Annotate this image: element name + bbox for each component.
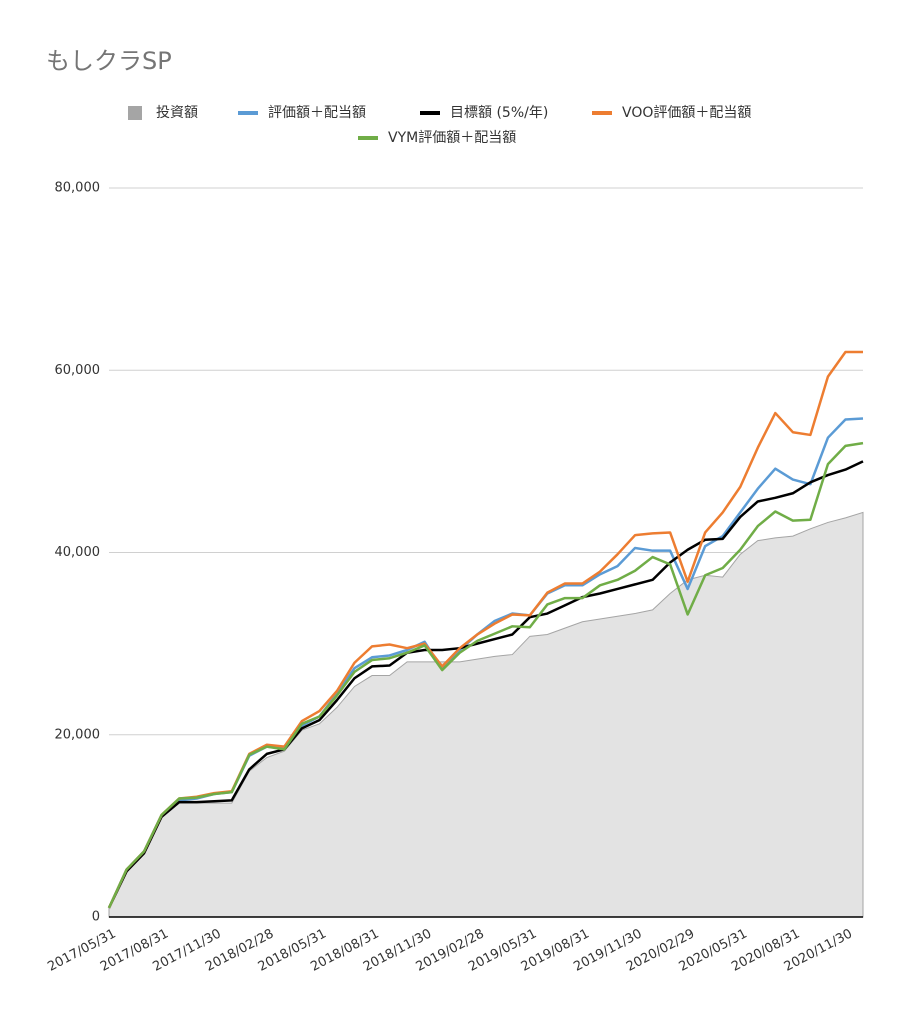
chart-title: もしクラSP <box>46 47 172 75</box>
y-tick-label: 20,000 <box>55 727 101 742</box>
y-tick-label: 0 <box>92 910 100 925</box>
y-tick-label: 80,000 <box>55 181 101 196</box>
series-line <box>107 460 864 909</box>
legend-label: 投資額 <box>156 105 198 121</box>
series-line <box>107 441 864 909</box>
y-tick-label: 60,000 <box>55 363 101 378</box>
legend-label: 目標額 (5%/年) <box>450 105 548 121</box>
legend-label: 評価額＋配当額 <box>268 105 366 121</box>
legend-label: VOO評価額＋配当額 <box>622 105 751 121</box>
y-tick-label: 40,000 <box>55 545 101 560</box>
legend-swatch <box>128 106 142 120</box>
legend-label: VYM評価額＋配当額 <box>388 130 516 146</box>
